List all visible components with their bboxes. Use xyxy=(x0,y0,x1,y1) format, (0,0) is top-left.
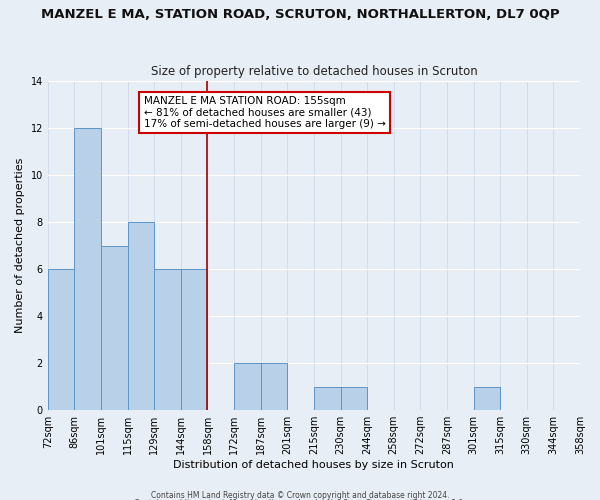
Bar xyxy=(128,222,154,410)
Bar xyxy=(314,386,341,410)
Title: Size of property relative to detached houses in Scruton: Size of property relative to detached ho… xyxy=(151,66,477,78)
Text: MANZEL E MA STATION ROAD: 155sqm
← 81% of detached houses are smaller (43)
17% o: MANZEL E MA STATION ROAD: 155sqm ← 81% o… xyxy=(143,96,385,129)
Text: Contains HM Land Registry data © Crown copyright and database right 2024.: Contains HM Land Registry data © Crown c… xyxy=(151,490,449,500)
Bar xyxy=(154,269,181,410)
X-axis label: Distribution of detached houses by size in Scruton: Distribution of detached houses by size … xyxy=(173,460,454,470)
Bar xyxy=(74,128,101,410)
Y-axis label: Number of detached properties: Number of detached properties xyxy=(15,158,25,334)
Bar xyxy=(234,363,260,410)
Bar xyxy=(48,269,74,410)
Bar xyxy=(181,269,208,410)
Bar xyxy=(101,246,128,410)
Bar xyxy=(341,386,367,410)
Text: MANZEL E MA, STATION ROAD, SCRUTON, NORTHALLERTON, DL7 0QP: MANZEL E MA, STATION ROAD, SCRUTON, NORT… xyxy=(41,8,559,20)
Bar xyxy=(260,363,287,410)
Text: Contains public sector information licensed under the Open Government Licence v3: Contains public sector information licen… xyxy=(134,499,466,500)
Bar xyxy=(473,386,500,410)
